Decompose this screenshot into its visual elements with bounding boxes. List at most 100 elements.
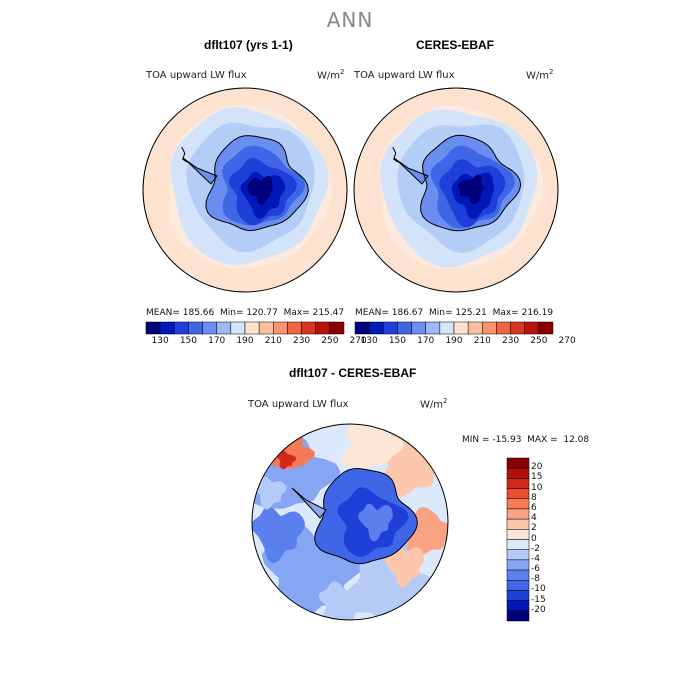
panel3-colorbar-swatch <box>506 467 530 479</box>
panel3-colorbar-swatch <box>506 549 530 561</box>
panel3-colorbar-swatch <box>506 569 530 581</box>
panel2-coastline <box>420 134 522 232</box>
panel3-units: W/m2 <box>420 397 448 411</box>
panel2-map-border <box>353 87 559 293</box>
panel1-colorbar-swatch <box>329 321 345 335</box>
panel2-colorbar-swatch <box>425 321 441 335</box>
panel1-stats: MEAN= 185.66 Min= 120.77 Max= 215.47 <box>146 308 344 318</box>
panel3-colorbar-tick: 4 <box>531 513 537 524</box>
panel1-min: Min= 120.77 <box>219 308 278 318</box>
panel1-colorbar <box>145 321 345 335</box>
panel3-anomaly-patch <box>277 451 297 470</box>
panel3-colorbar-tick: 15 <box>531 472 543 483</box>
panel3-colorbar-swatch <box>506 529 530 540</box>
panel1-colorbar-tick: 270 <box>349 336 367 346</box>
panel2-colorbar-swatch <box>411 321 426 335</box>
panel2-colorbar-swatch <box>467 321 483 335</box>
panel1-max: Max= 215.47 <box>283 308 345 318</box>
panel2-south-america-tip <box>392 146 399 163</box>
panel2-colorbar-swatch <box>482 321 497 335</box>
panel1-colorbar-swatch <box>188 321 203 335</box>
panel3-colorbar-swatch <box>506 518 530 530</box>
panel3-anomaly-patch <box>318 581 366 620</box>
panel1-colorbar-swatch <box>216 321 232 335</box>
panel2-colorbar-swatch <box>496 321 511 335</box>
panel3-colorbar-swatch <box>506 559 530 571</box>
panel1-colorbar-swatch <box>159 321 175 335</box>
panel1-colorbar-tick: 250 <box>321 336 339 346</box>
panel3-title: dflt107 - CERES-EBAF <box>289 366 417 380</box>
panel3-field-label: TOA upward LW flux <box>248 399 349 410</box>
panel1-colorbar-tick: 230 <box>292 336 311 346</box>
panel2-mean: MEAN= 186.67 <box>355 308 424 318</box>
panel2-units: W/m2 <box>526 68 554 82</box>
panel3-colorbar-swatch <box>506 580 530 591</box>
panel3-colorbar-tick: 2 <box>531 523 537 534</box>
panel3-minmax: MIN = -15.93 MAX = 12.08 <box>462 435 590 445</box>
panel1-field-label: TOA upward LW flux <box>146 70 247 81</box>
panel3-colorbar-swatch <box>506 508 530 520</box>
panel2-map-group <box>353 87 559 293</box>
panel3-colorbar-tick: -4 <box>531 553 540 564</box>
panel2-colorbar-swatch <box>510 321 525 335</box>
panel1-coastline <box>205 135 309 232</box>
panel2-colorbar-swatch <box>538 321 554 335</box>
panel1-colorbar-swatch <box>287 321 302 335</box>
panel3-colorbar-tick: 6 <box>531 502 537 513</box>
panel2-title: CERES-EBAF <box>416 38 495 52</box>
panel2-colorbar-swatch <box>524 321 540 335</box>
panel2-colorbar-swatch <box>453 321 469 335</box>
panel1-colorbar-tick: 190 <box>236 336 254 346</box>
panel2-colorbar-tick: 230 <box>501 336 520 346</box>
panel1-colorbar-swatch <box>244 321 260 335</box>
panel1-peninsula <box>182 157 218 185</box>
panel3-anomaly-patch <box>341 424 405 469</box>
panel2-stats: MEAN= 186.67 Min= 125.21 Max= 216.19 <box>355 308 553 318</box>
panel2-colorbar-swatch <box>354 321 370 335</box>
panel3-anomaly-patch <box>252 506 305 564</box>
panel1-colorbar-tick: 210 <box>264 336 282 346</box>
panel2-field-label: TOA upward LW flux <box>354 70 455 81</box>
panel1-colorbar-swatch <box>174 321 189 335</box>
panel2-peninsula <box>393 157 429 185</box>
panel3-colorbar-tick: -10 <box>531 584 546 595</box>
panel1-colorbar-swatch <box>230 321 246 335</box>
panel1-colorbar-swatch <box>301 321 316 335</box>
panel1-south-america-tip <box>181 146 188 163</box>
panel1-map-border <box>142 87 348 293</box>
season-title: ANN <box>326 8 374 32</box>
panel1-colorbar-tick: 150 <box>179 336 198 346</box>
panel3-colorbar-tick: -8 <box>531 574 540 585</box>
panel2-colorbar <box>354 321 554 335</box>
panel3-colorbar-tick: 8 <box>531 492 537 503</box>
panel3-colorbar-swatch <box>506 590 530 601</box>
panel2-max: Max= 216.19 <box>492 308 554 318</box>
panel1-colorbar-tick: 170 <box>208 336 226 346</box>
panel3-anomaly-patch <box>406 506 448 555</box>
panel1-title: dflt107 (yrs 1-1) <box>204 38 293 52</box>
panel3-colorbar-tick: 20 <box>531 462 543 473</box>
panel3-anomaly-patch <box>254 476 287 510</box>
panel3-coastline <box>314 467 418 565</box>
panel2-colorbar-tick: 150 <box>388 336 407 346</box>
panel1-colorbar-tick: 130 <box>151 336 169 346</box>
panel3-colorbar <box>506 457 530 622</box>
panel1-mean: MEAN= 185.66 <box>146 308 215 318</box>
panel3-anomaly-patch <box>384 545 424 588</box>
panel2-colorbar-swatch <box>397 321 412 335</box>
panel2-colorbar-tick: 130 <box>360 336 378 346</box>
panel3-map-border <box>251 423 449 621</box>
panel2-colorbar-tick: 250 <box>530 336 548 346</box>
panel3-colorbar-tick: -20 <box>531 604 546 615</box>
panel1-colorbar-swatch <box>202 321 217 335</box>
panel3-colorbar-swatch <box>506 488 530 499</box>
panel2-colorbar-swatch <box>368 321 384 335</box>
panel1-units: W/m2 <box>317 68 345 82</box>
panel1-coldest-core <box>247 175 273 206</box>
panel2-colorbar-tick: 210 <box>473 336 491 346</box>
panel1-colorbar-swatch <box>258 321 274 335</box>
panel2-colorbar-tick: 170 <box>417 336 435 346</box>
panel3-peninsula <box>291 487 327 519</box>
panel3-map-group <box>251 423 449 621</box>
